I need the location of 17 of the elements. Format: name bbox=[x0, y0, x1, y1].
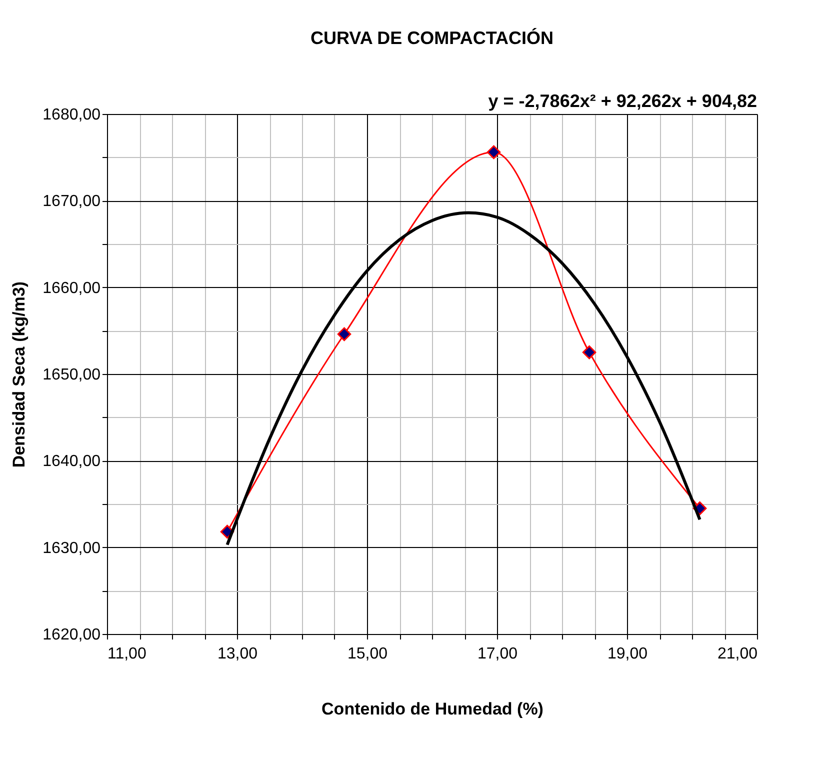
x-tick-label: 11,00 bbox=[108, 646, 146, 662]
text: y = -2,7862x² + 92,262x + 904,82 bbox=[488, 91, 757, 111]
y-axis-title: Densidad Seca (kg/m3) bbox=[10, 281, 29, 468]
y-tick-label: 1640,00 bbox=[42, 453, 101, 470]
y-tick-label: 1630,00 bbox=[42, 540, 101, 557]
x-tick-label: 17,00 bbox=[477, 646, 518, 662]
y-tick-label: 1620,00 bbox=[42, 626, 101, 644]
x-tick-label: 13,00 bbox=[217, 646, 258, 662]
chart-title: CURVA DE COMPACTACIÓN bbox=[310, 28, 554, 48]
y-tick-label: 1660,00 bbox=[42, 280, 101, 297]
x-tick-label: 19,00 bbox=[607, 646, 648, 662]
x-tick-label: 21,00 bbox=[717, 646, 758, 662]
y-tick-label: 1650,00 bbox=[42, 366, 101, 384]
y-tick-label: 1680,00 bbox=[42, 106, 101, 124]
x-tick-label: 15,00 bbox=[347, 646, 388, 662]
y-tick-label: 1670,00 bbox=[42, 193, 101, 210]
x-axis-title: Contenido de Humedad (%) bbox=[322, 700, 544, 718]
